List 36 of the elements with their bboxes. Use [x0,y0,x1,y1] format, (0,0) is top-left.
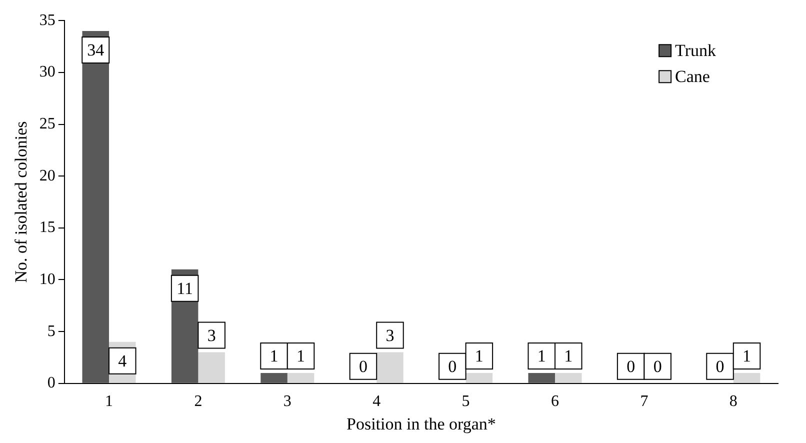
data-label: 1 [270,346,278,366]
data-label: 4 [118,351,128,370]
y-axis-title: No. of isolated colonies [12,121,31,283]
data-label: 0 [448,356,457,376]
data-label: 1 [742,346,752,366]
x-tick-label: 1 [105,393,113,410]
legend-label: Cane [675,67,710,86]
y-tick-label: 35 [39,12,56,29]
y-tick-label: 5 [47,322,56,340]
x-tick-label: 6 [551,393,559,410]
data-label: 1 [537,346,546,366]
data-label: 0 [653,356,662,376]
data-label: 0 [716,356,724,376]
y-tick-label: 10 [39,270,56,288]
y-tick-label: 0 [47,374,56,392]
data-label: 1 [296,346,306,366]
data-label: 3 [386,326,394,345]
x-tick-label: 5 [462,393,470,410]
y-tick-label: 15 [39,219,56,236]
data-label: 34 [87,40,105,60]
data-label: 0 [626,356,636,376]
y-tick-label: 25 [39,115,56,132]
data-label: 1 [564,346,573,366]
data-label: 0 [358,356,368,376]
x-tick-label: 8 [729,393,738,410]
x-tick-label: 4 [372,393,381,410]
data-label: 1 [474,346,484,366]
x-tick-label: 2 [194,393,202,410]
legend-label: Trunk [675,41,716,60]
data-label: 11 [176,278,194,298]
x-tick-label: 7 [640,393,648,410]
x-axis-title: Position in the organ* [346,414,496,434]
data-label: 3 [207,326,216,345]
y-tick-label: 20 [39,167,56,184]
x-tick-label: 3 [283,393,292,410]
y-tick-label: 30 [39,64,56,81]
